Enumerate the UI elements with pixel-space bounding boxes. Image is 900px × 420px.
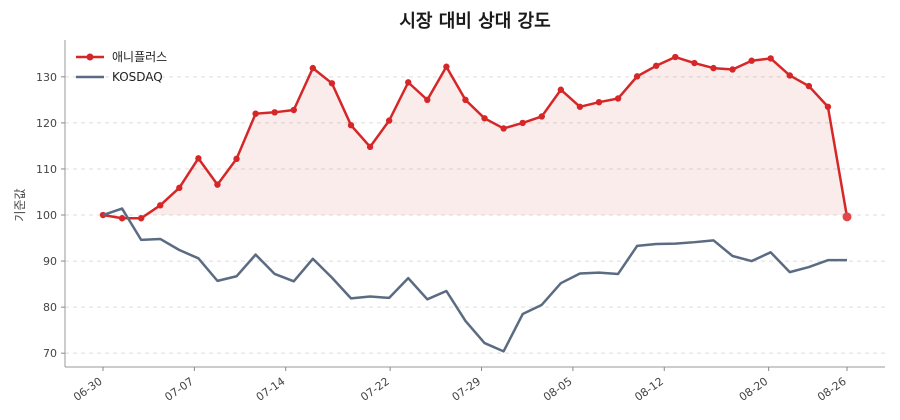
x-tick-label-07-22: 07-22 xyxy=(358,375,392,404)
series-point-0-8 xyxy=(252,110,259,117)
legend: 애니플러스 KOSDAQ xyxy=(76,50,167,84)
series-point-0-28 xyxy=(633,73,641,80)
series-point-0-3 xyxy=(157,202,164,209)
series-point-0-22 xyxy=(519,119,526,127)
series-point-0-7 xyxy=(233,155,240,163)
series-point-0-9 xyxy=(271,109,278,116)
series-point-0-37 xyxy=(805,82,813,90)
y-tick-label-100: 100 xyxy=(36,209,57,222)
series-point-0-30 xyxy=(672,53,679,61)
series-point-0-18 xyxy=(443,63,450,70)
series-point-0-10 xyxy=(290,106,297,114)
series-point-0-4 xyxy=(176,184,183,192)
chart-title: 시장 대비 상대 강도 xyxy=(399,11,550,32)
series-point-0-2 xyxy=(137,215,145,222)
series-point-0-11 xyxy=(309,64,317,72)
series-point-0-39 xyxy=(842,212,852,222)
series-point-0-26 xyxy=(595,98,603,106)
x-tick-label-08-12: 08-12 xyxy=(632,375,666,404)
x-tick-label-07-14: 07-14 xyxy=(254,375,288,404)
y-tick-label-120: 120 xyxy=(36,117,57,130)
series-point-0-20 xyxy=(481,115,488,122)
series-point-0-35 xyxy=(767,55,774,62)
x-tick-label-06-30: 06-30 xyxy=(71,375,105,404)
series-point-0-16 xyxy=(405,79,412,86)
axes xyxy=(61,40,885,371)
series-point-0-36 xyxy=(786,72,793,79)
y-tick-label-130: 130 xyxy=(36,71,57,84)
series-fill-0 xyxy=(103,57,847,216)
legend-label-kosdaq: KOSDAQ xyxy=(112,70,163,84)
series-point-0-38 xyxy=(824,103,832,110)
series-point-0-29 xyxy=(653,62,660,69)
series-point-0-13 xyxy=(347,122,355,129)
series-point-0-21 xyxy=(500,125,507,132)
series-point-0-27 xyxy=(614,95,622,102)
legend-marker-aniplus xyxy=(86,53,94,61)
series-point-0-34 xyxy=(748,57,755,64)
x-tick-label-07-29: 07-29 xyxy=(450,375,484,404)
legend-label-aniplus: 애니플러스 xyxy=(112,50,167,64)
y-axis-label: 기준값 xyxy=(13,188,27,221)
series-point-0-33 xyxy=(729,66,736,73)
series-point-0-19 xyxy=(462,96,469,104)
series-point-0-25 xyxy=(576,103,584,110)
series-point-0-1 xyxy=(118,215,126,222)
series-point-0-31 xyxy=(691,59,698,67)
series-point-0-6 xyxy=(214,181,221,188)
series-point-0-5 xyxy=(195,155,202,162)
series-line-0 xyxy=(102,55,849,220)
series-point-0-15 xyxy=(385,117,393,124)
y-tick-label-70: 70 xyxy=(43,347,57,360)
series-point-0-24 xyxy=(557,86,565,93)
x-tick-label-08-20: 08-20 xyxy=(737,375,771,404)
x-tick-label-08-26: 08-26 xyxy=(815,375,849,404)
x-tick-label-07-07: 07-07 xyxy=(162,375,196,404)
y-tick-label-110: 110 xyxy=(36,163,57,176)
fill-area xyxy=(103,57,847,216)
y-tick-label-80: 80 xyxy=(43,301,57,314)
series-lines xyxy=(99,53,852,353)
y-tick-label-90: 90 xyxy=(43,255,57,268)
series-point-0-23 xyxy=(538,113,545,120)
series-point-0-14 xyxy=(366,143,374,151)
series-point-0-32 xyxy=(710,64,717,72)
series-point-0-17 xyxy=(424,96,431,104)
series-point-0-12 xyxy=(328,80,336,87)
x-tick-label-08-05: 08-05 xyxy=(541,375,575,404)
series-line-1 xyxy=(102,207,847,353)
